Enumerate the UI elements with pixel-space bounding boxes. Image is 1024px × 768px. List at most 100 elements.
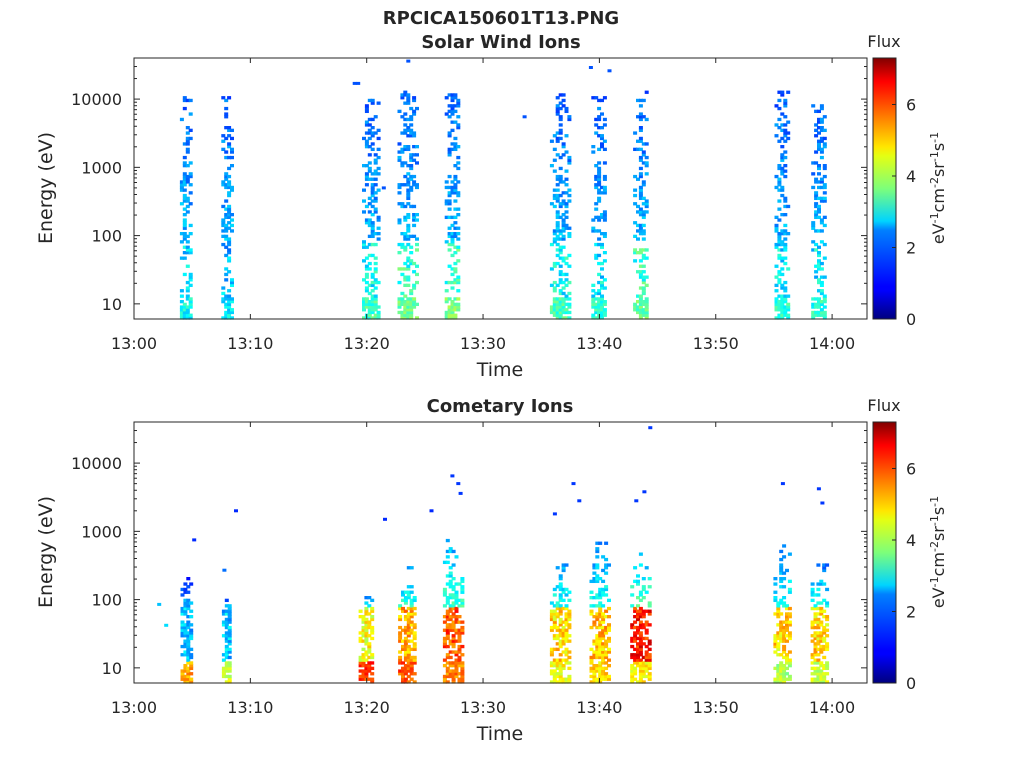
spectrogram-cell — [456, 278, 461, 282]
spectrogram-cell — [182, 164, 187, 168]
spectrogram-cell — [186, 604, 191, 608]
spectrogram-cell — [549, 139, 554, 143]
spectrogram-cell — [224, 213, 229, 217]
spectrogram-cell — [397, 310, 402, 315]
colorbar-tick-label: 0 — [906, 674, 916, 693]
spectrogram-cell — [183, 606, 188, 611]
spectrogram-cell — [638, 650, 643, 654]
spectrogram-cell — [403, 650, 408, 654]
spectrogram-cell — [406, 96, 411, 100]
spectrogram-cell — [787, 650, 792, 654]
spectrogram-cell — [819, 677, 824, 681]
spectrogram-cell — [600, 305, 604, 309]
spectrogram-cell — [448, 596, 453, 600]
spectrogram-cell — [367, 655, 372, 660]
spectrogram-cell — [601, 669, 606, 673]
spectrogram-cell — [361, 625, 366, 630]
spectrogram-cell — [448, 623, 453, 627]
spectrogram-cell — [412, 642, 417, 646]
spectrogram-cell — [601, 615, 606, 619]
spectrogram-cell — [564, 634, 569, 638]
spectrogram-cell — [188, 174, 193, 179]
spectrogram-cell — [604, 625, 609, 630]
spectrogram-cell — [780, 308, 785, 312]
spectrogram-cell — [780, 188, 785, 192]
spectrogram-cell — [224, 155, 229, 160]
spectrogram-cell — [457, 631, 462, 635]
spectrogram-cell — [224, 234, 229, 239]
spectrogram-cell — [561, 636, 566, 641]
spectrogram-cell — [451, 669, 456, 673]
spectrogram-cell — [445, 596, 450, 600]
spectrogram-cell — [787, 631, 792, 635]
spectrogram-cell — [456, 207, 461, 211]
spectrogram-cell — [774, 242, 779, 247]
spectrogram-cell — [567, 161, 572, 165]
spectrogram-cell — [780, 145, 785, 149]
spectrogram-cell — [227, 316, 232, 320]
spectrogram-cell — [594, 117, 599, 122]
spectrogram-cell — [598, 672, 603, 676]
spectrogram-cell — [447, 280, 452, 285]
spectrogram-cell — [367, 261, 372, 266]
spectrogram-cell — [364, 256, 369, 260]
spectrogram-cell — [774, 223, 779, 228]
spectrogram-cell — [454, 555, 459, 559]
spectrogram-cell — [811, 297, 816, 301]
spectrogram-cell — [448, 655, 453, 660]
spectrogram-cell — [597, 237, 602, 241]
spectrogram-cell — [597, 191, 602, 195]
spectrogram-cell — [227, 620, 232, 624]
spectrogram-cell — [822, 145, 827, 149]
spectrogram-cell — [453, 185, 458, 190]
spectrogram-cell — [780, 166, 785, 171]
spectrogram-cell — [817, 207, 821, 211]
spectrogram-cell — [589, 596, 594, 600]
spectrogram-cell — [779, 579, 784, 584]
spectrogram-cell — [636, 609, 640, 613]
spectrogram-cell — [597, 115, 602, 119]
spectrogram-cell — [638, 270, 643, 274]
spectrogram-cell — [409, 164, 414, 168]
spectrogram-cell — [549, 202, 554, 206]
spectrogram-cell — [564, 650, 569, 654]
spectrogram-cell — [819, 291, 824, 296]
spectrogram-cell — [549, 672, 554, 676]
spectrogram-cell — [370, 191, 375, 195]
spectrogram-cell — [561, 223, 566, 228]
spectrogram-cell — [448, 628, 453, 632]
spectrogram-cell — [782, 636, 787, 641]
spectrogram-cell — [591, 226, 596, 230]
spectrogram-cell — [555, 188, 560, 192]
spectrogram-cell — [564, 316, 569, 320]
spectrogram-cell — [819, 240, 824, 244]
spectrogram-cell — [774, 297, 779, 301]
spectrogram-cell — [182, 174, 187, 179]
spectrogram-cell — [633, 248, 638, 252]
spectrogram-cell — [594, 302, 599, 307]
spectrogram-cell — [370, 101, 375, 105]
spectrogram-cell — [558, 204, 563, 209]
spectrogram-cell — [817, 210, 821, 214]
spectrogram-cell — [630, 664, 635, 668]
spectrogram-cell — [602, 174, 607, 179]
spectrogram-cell — [224, 253, 229, 258]
spectrogram-cell — [644, 283, 649, 288]
spectrogram-cell — [224, 655, 229, 660]
spectrogram-cell — [186, 647, 191, 652]
spectrogram-cell — [457, 644, 462, 649]
spectrogram-cell — [182, 193, 187, 198]
spectrogram-cell — [597, 180, 602, 184]
spectrogram-cell — [552, 261, 557, 266]
spectrogram-cell — [454, 672, 459, 676]
spectrogram-cell — [179, 294, 184, 298]
spectrogram-cell — [409, 609, 414, 613]
spectrogram-cell — [641, 253, 646, 258]
spectrogram-cell — [602, 147, 607, 152]
spectrogram-cell — [397, 302, 402, 307]
spectrogram-cell — [811, 302, 816, 307]
spectrogram-cell — [638, 313, 643, 317]
colorbar-tick-label: 4 — [906, 531, 916, 550]
spectrogram-cell — [638, 158, 643, 162]
spectrogram-cell — [607, 664, 611, 668]
